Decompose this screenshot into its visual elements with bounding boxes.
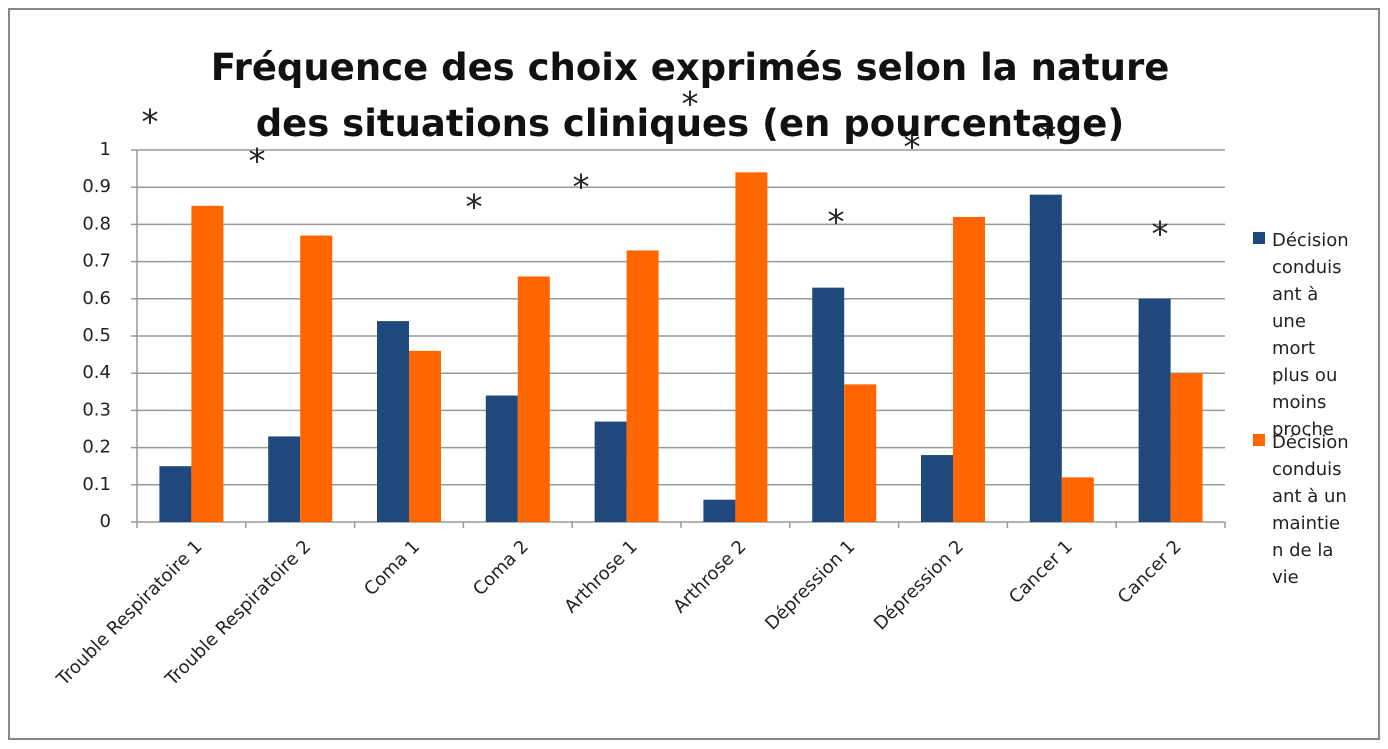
bar: [268, 436, 301, 522]
legend-swatch: [1253, 434, 1265, 446]
y-tick-label: 0.1: [82, 474, 111, 495]
legend-label: Décision conduisant à une mort plus ou m…: [1272, 230, 1349, 440]
bar: [485, 395, 518, 522]
annotation: *: [682, 85, 699, 125]
y-tick-label: 0.8: [82, 213, 111, 234]
annotation: *: [142, 103, 159, 143]
bar: [300, 235, 333, 522]
annotation: *: [1152, 215, 1169, 255]
chart-title: Fréquence des choix exprimés selon la na…: [210, 46, 1170, 145]
y-tick-label: 0: [100, 511, 111, 532]
annotation: *: [828, 203, 845, 243]
bar: [844, 384, 877, 522]
annotation: *: [466, 188, 483, 228]
bar: [1170, 373, 1203, 522]
bar: [703, 499, 736, 522]
y-tick-label: 0.5: [82, 325, 111, 346]
annotation: *: [904, 128, 921, 168]
annotation: *: [573, 168, 590, 208]
bar: [1138, 298, 1171, 522]
y-tick-label: 0.3: [82, 399, 111, 420]
legend-label: Décision conduisant à un maintien de la …: [1272, 432, 1349, 588]
bar: [377, 321, 409, 522]
annotation: *: [249, 142, 266, 182]
bar: [735, 172, 768, 522]
legend-swatch: [1253, 232, 1265, 244]
bar: [812, 287, 845, 522]
bar: [594, 421, 627, 522]
y-tick-label: 1: [100, 139, 111, 160]
bar: [191, 205, 224, 523]
annotation: *: [1040, 118, 1057, 158]
y-tick-label: 0.9: [82, 176, 111, 197]
bar: [953, 216, 985, 522]
bar: [159, 466, 192, 522]
bar: [409, 350, 441, 522]
bar: [1061, 477, 1094, 522]
y-tick-label: 0.6: [82, 288, 111, 309]
bar: [1029, 194, 1062, 522]
y-tick-label: 0.4: [82, 362, 111, 383]
y-tick-label: 0.7: [82, 251, 111, 272]
y-tick-label: 0.2: [82, 437, 111, 458]
bar: [626, 250, 659, 522]
bar: [921, 455, 953, 522]
bar: [517, 276, 550, 522]
